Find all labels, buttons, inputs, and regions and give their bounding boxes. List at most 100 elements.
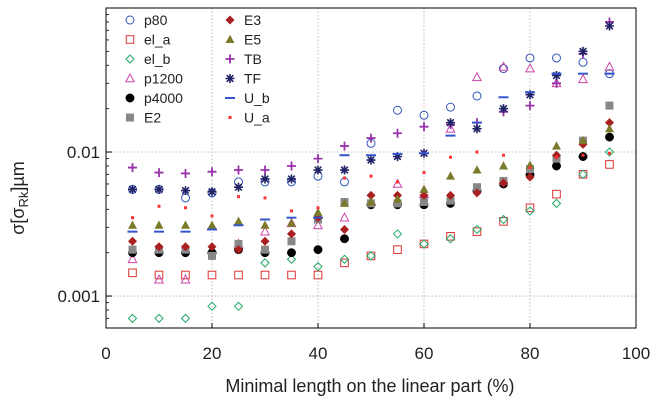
data-point [552,161,561,171]
data-point [552,141,561,150]
data-point [343,176,346,180]
data-point [366,133,376,143]
data-point [234,165,243,175]
data-point [393,194,402,203]
data-point [366,251,376,261]
data-point [552,78,561,88]
legend-marker [225,34,235,43]
data-point [128,220,137,229]
series-tf [128,21,614,197]
data-point [471,71,483,82]
data-point [287,174,296,184]
data-point [260,236,270,246]
y-axis-label-subscript: Rk [16,191,31,207]
data-point [446,190,455,200]
data-point [340,198,349,207]
legend-label: p1200 [144,71,183,87]
data-point [525,101,535,111]
legend-item: p1200 [124,71,183,87]
legend-marker [225,74,235,83]
legend-label: p4000 [144,90,183,106]
legend-marker [124,72,136,83]
legend-marker [125,15,135,25]
grid-lines [106,8,636,328]
legend-item: E3 [225,12,261,28]
data-point [180,274,191,284]
legend-label: TB [244,51,262,67]
data-point [313,154,323,164]
data-point [393,199,402,208]
legend-marker [125,35,135,44]
data-point [210,214,214,218]
series-e2 [128,101,614,260]
data-point [393,245,402,254]
data-point [234,216,243,225]
data-point [498,214,509,225]
series-el-a [128,160,614,280]
data-point [604,147,615,157]
data-point [446,102,455,112]
data-point [339,254,350,264]
data-point [578,135,588,145]
data-point [259,226,271,236]
data-point [181,186,190,196]
data-point [366,190,376,200]
data-point [234,182,243,192]
legend: p80 el_a el_b p1200 p4000 E2 E3 E5 TB TF U_b U_a [124,12,270,126]
data-point [605,118,614,128]
data-point [499,217,508,226]
legend-item: TB [225,51,262,67]
data-point [369,174,373,178]
data-point [393,152,402,162]
legend-item: U_a [228,110,270,126]
data-point [340,141,349,151]
data-point [605,132,614,142]
data-point [153,274,165,284]
data-point [552,150,561,160]
data-point [419,110,429,120]
legend-label: U_a [244,110,270,126]
data-point [449,155,452,159]
x-tick-label: 20 [203,344,222,363]
data-point [499,178,508,188]
data-point [366,251,376,261]
data-point [263,196,267,200]
data-point [128,184,137,194]
data-point [551,198,562,209]
data-point [207,167,217,177]
data-point [154,242,164,252]
data-point [287,161,296,171]
data-point [207,187,217,197]
data-point [526,165,534,174]
data-point [366,197,376,206]
data-point [446,118,455,128]
legend-label: el_a [144,32,171,48]
legend-item: el_b [125,51,171,67]
data-point [260,174,270,184]
legend-marker [126,113,134,122]
data-point [181,168,190,178]
data-point [608,151,611,155]
data-point [181,242,190,252]
series-p80 [128,53,614,203]
y-axis-label-main: σ[σ [8,208,28,235]
data-point [446,231,455,241]
x-axis-label: Minimal length on the linear part (%) [225,376,514,396]
data-point [499,64,508,74]
data-point [392,178,403,188]
data-point [393,105,402,115]
data-point [180,313,191,324]
legend-label: TF [244,71,261,87]
data-point [313,165,323,175]
data-point [525,203,535,213]
series-u-b [127,72,615,233]
data-point [525,206,535,216]
data-point [154,270,164,280]
data-point [340,165,349,175]
data-point [127,253,138,264]
y-axis-label-tail: ]µm [8,161,28,191]
legend-marker [225,15,235,25]
legend-item: TF [225,71,261,87]
data-point [578,57,588,67]
